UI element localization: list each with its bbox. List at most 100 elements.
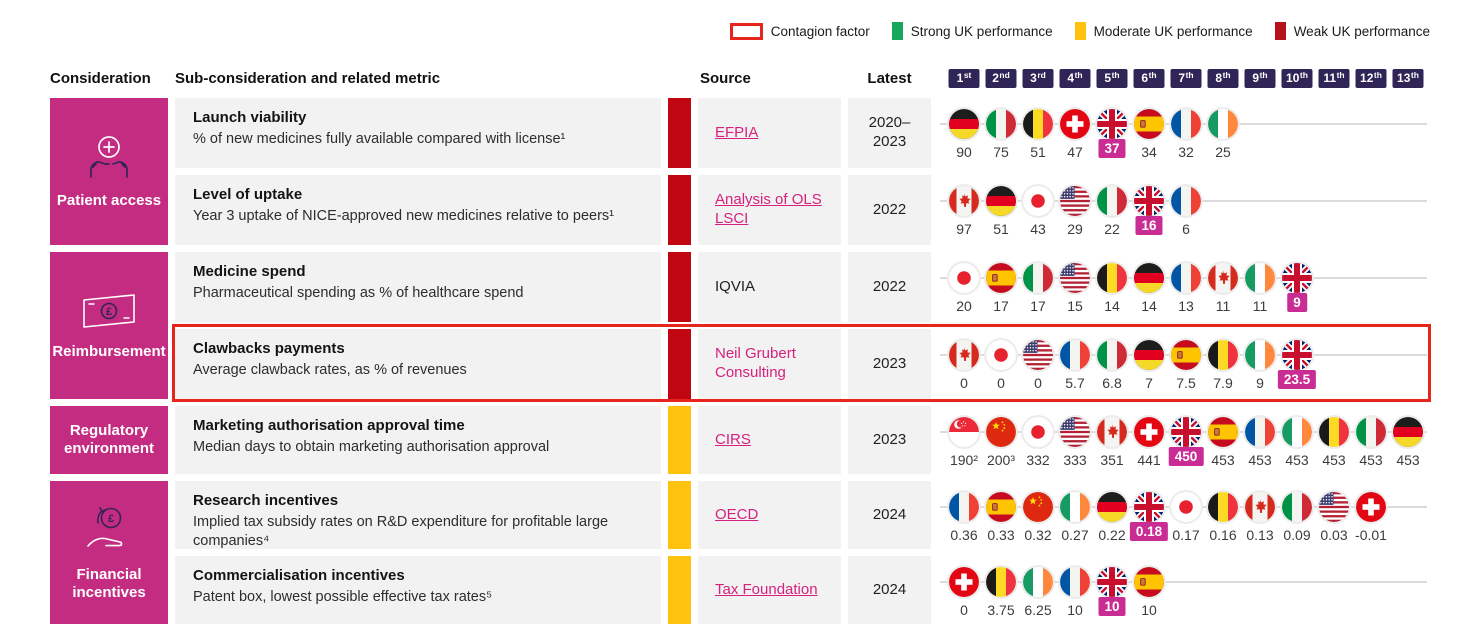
rank-badge-6th: 6th <box>1133 69 1165 88</box>
rank-badge-10th: 10th <box>1281 69 1313 88</box>
metric-cell-clawbacks-payments: Clawbacks payments Average clawback rates… <box>175 329 661 399</box>
header-source: Source <box>700 70 751 87</box>
flag-china <box>1021 490 1055 524</box>
rank-value: 17 <box>1030 298 1046 314</box>
flag-canada <box>1243 490 1277 524</box>
performance-bar-weak <box>668 98 691 168</box>
rank-header: 1st 2nd 3rd 4th 5th 6th 7th 8th 9th 10th 11th 12th 1… <box>938 69 1458 89</box>
rank-value: 453 <box>1285 452 1309 468</box>
flag-switzerland <box>1058 107 1092 141</box>
rank-value: 51 <box>1030 144 1046 160</box>
rank-value: 441 <box>1137 452 1161 468</box>
rank-value: 0.13 <box>1246 527 1274 543</box>
rank-value-uk-highlight: 9 <box>1287 293 1307 312</box>
performance-bar-moderate <box>668 406 691 474</box>
flag-ireland <box>1058 490 1092 524</box>
source-link[interactable]: OECD <box>715 505 759 523</box>
metric-description: Average clawback rates, as % of revenues <box>193 362 467 378</box>
metric-title: Research incentives <box>193 492 339 509</box>
metric-title: Commercialisation incentives <box>193 567 405 584</box>
latest-value: 2023 <box>848 329 931 399</box>
rank-value: 97 <box>956 221 972 237</box>
source-link[interactable]: Analysis of OLS LSCI <box>715 191 822 227</box>
flag-usa <box>1317 490 1351 524</box>
flag-spain <box>1206 415 1240 449</box>
flag-uk <box>1280 261 1314 295</box>
consideration-financial-incentives: £ Financial incentives <box>50 481 168 624</box>
flag-france <box>1169 107 1203 141</box>
flag-italy <box>1280 490 1314 524</box>
flag-ireland <box>1243 261 1277 295</box>
rank-value: 0.17 <box>1172 527 1200 543</box>
flag-france <box>1243 415 1277 449</box>
flag-france <box>1058 565 1092 599</box>
source-cell: IQVIA <box>698 252 841 322</box>
metric-description: Median days to obtain marketing authoris… <box>193 439 550 455</box>
flag-canada <box>947 184 981 218</box>
metric-description: Implied tax subsidy rates on R&D expendi… <box>193 514 609 549</box>
ranking-strip-medicine-spend: 20 17 17 15 14 14 13 11 11 9 <box>938 252 1458 322</box>
rank-value: 0 <box>997 375 1005 391</box>
flag-japan <box>947 261 981 295</box>
flag-china <box>984 415 1018 449</box>
performance-bar-moderate <box>668 556 691 624</box>
metric-title: Launch viability <box>193 109 307 126</box>
flag-japan <box>1021 415 1055 449</box>
rank-value: 90 <box>956 144 972 160</box>
source-link[interactable]: Tax Foundation <box>715 580 818 598</box>
legend-strong: Strong UK performance <box>891 22 1053 40</box>
svg-text:£: £ <box>106 306 112 318</box>
performance-bar-moderate <box>668 481 691 549</box>
rank-value: 453 <box>1322 452 1346 468</box>
source-link[interactable]: Neil Grubert Consulting <box>715 345 796 381</box>
flag-uk <box>1132 490 1166 524</box>
rank-value-uk-highlight: 10 <box>1098 597 1126 616</box>
flag-italy <box>1354 415 1388 449</box>
financial-incentives-icon: £ <box>81 503 137 560</box>
performance-bar-weak <box>668 329 691 399</box>
metric-description: Pharmaceutical spending as % of healthca… <box>193 285 524 301</box>
rank-value: 0.09 <box>1283 527 1311 543</box>
source-link[interactable]: EFPIA <box>715 123 759 141</box>
metric-title: Level of uptake <box>193 186 303 203</box>
metric-title: Medicine spend <box>193 263 306 280</box>
flag-germany <box>947 107 981 141</box>
flag-belgium <box>1317 415 1351 449</box>
reimbursement-icon: £ <box>78 290 140 337</box>
svg-text:£: £ <box>108 513 114 525</box>
rank-value: 0.27 <box>1061 527 1089 543</box>
legend-contagion: Contagion factor <box>729 22 870 40</box>
consideration-label: Regulatory environment <box>63 422 154 457</box>
consideration-regulatory-environment: Regulatory environment <box>50 406 168 474</box>
rank-value: 6.8 <box>1102 375 1122 391</box>
latest-value: 2022 <box>848 252 931 322</box>
rank-value: 453 <box>1211 452 1235 468</box>
header-latest: Latest <box>867 70 912 87</box>
rank-value: -0.01 <box>1355 527 1387 543</box>
rank-badge-4th: 4th <box>1059 69 1091 88</box>
rank-value: 6 <box>1182 221 1190 237</box>
latest-value: 2023 <box>848 406 931 474</box>
contagion-swatch <box>729 22 763 40</box>
metric-title: Clawbacks payments <box>193 340 345 357</box>
flag-germany <box>1132 261 1166 295</box>
flag-japan <box>984 338 1018 372</box>
legend-strong-label: Strong UK performance <box>910 23 1053 39</box>
rank-value: 7.5 <box>1176 375 1196 391</box>
flag-france <box>1169 184 1203 218</box>
ranking-strip-marketing-authorisation-approval-time: 190² 200³ 332 333 351 441 450 453 453 453 453 453 45… <box>938 406 1458 474</box>
flag-canada <box>1206 261 1240 295</box>
rank-value: 453 <box>1248 452 1272 468</box>
rank-value: 453 <box>1359 452 1383 468</box>
rank-badge-12th: 12th <box>1355 69 1387 88</box>
flag-italy <box>984 107 1018 141</box>
rank-value: 29 <box>1067 221 1083 237</box>
rank-value-uk-highlight: 16 <box>1135 216 1163 235</box>
rank-value: 7 <box>1145 375 1153 391</box>
latest-value: 2020–2023 <box>848 98 931 168</box>
rank-value: 332 <box>1026 452 1050 468</box>
source-link[interactable]: CIRS <box>715 430 751 448</box>
consideration-label: Reimbursement <box>52 343 166 360</box>
flag-germany <box>1132 338 1166 372</box>
